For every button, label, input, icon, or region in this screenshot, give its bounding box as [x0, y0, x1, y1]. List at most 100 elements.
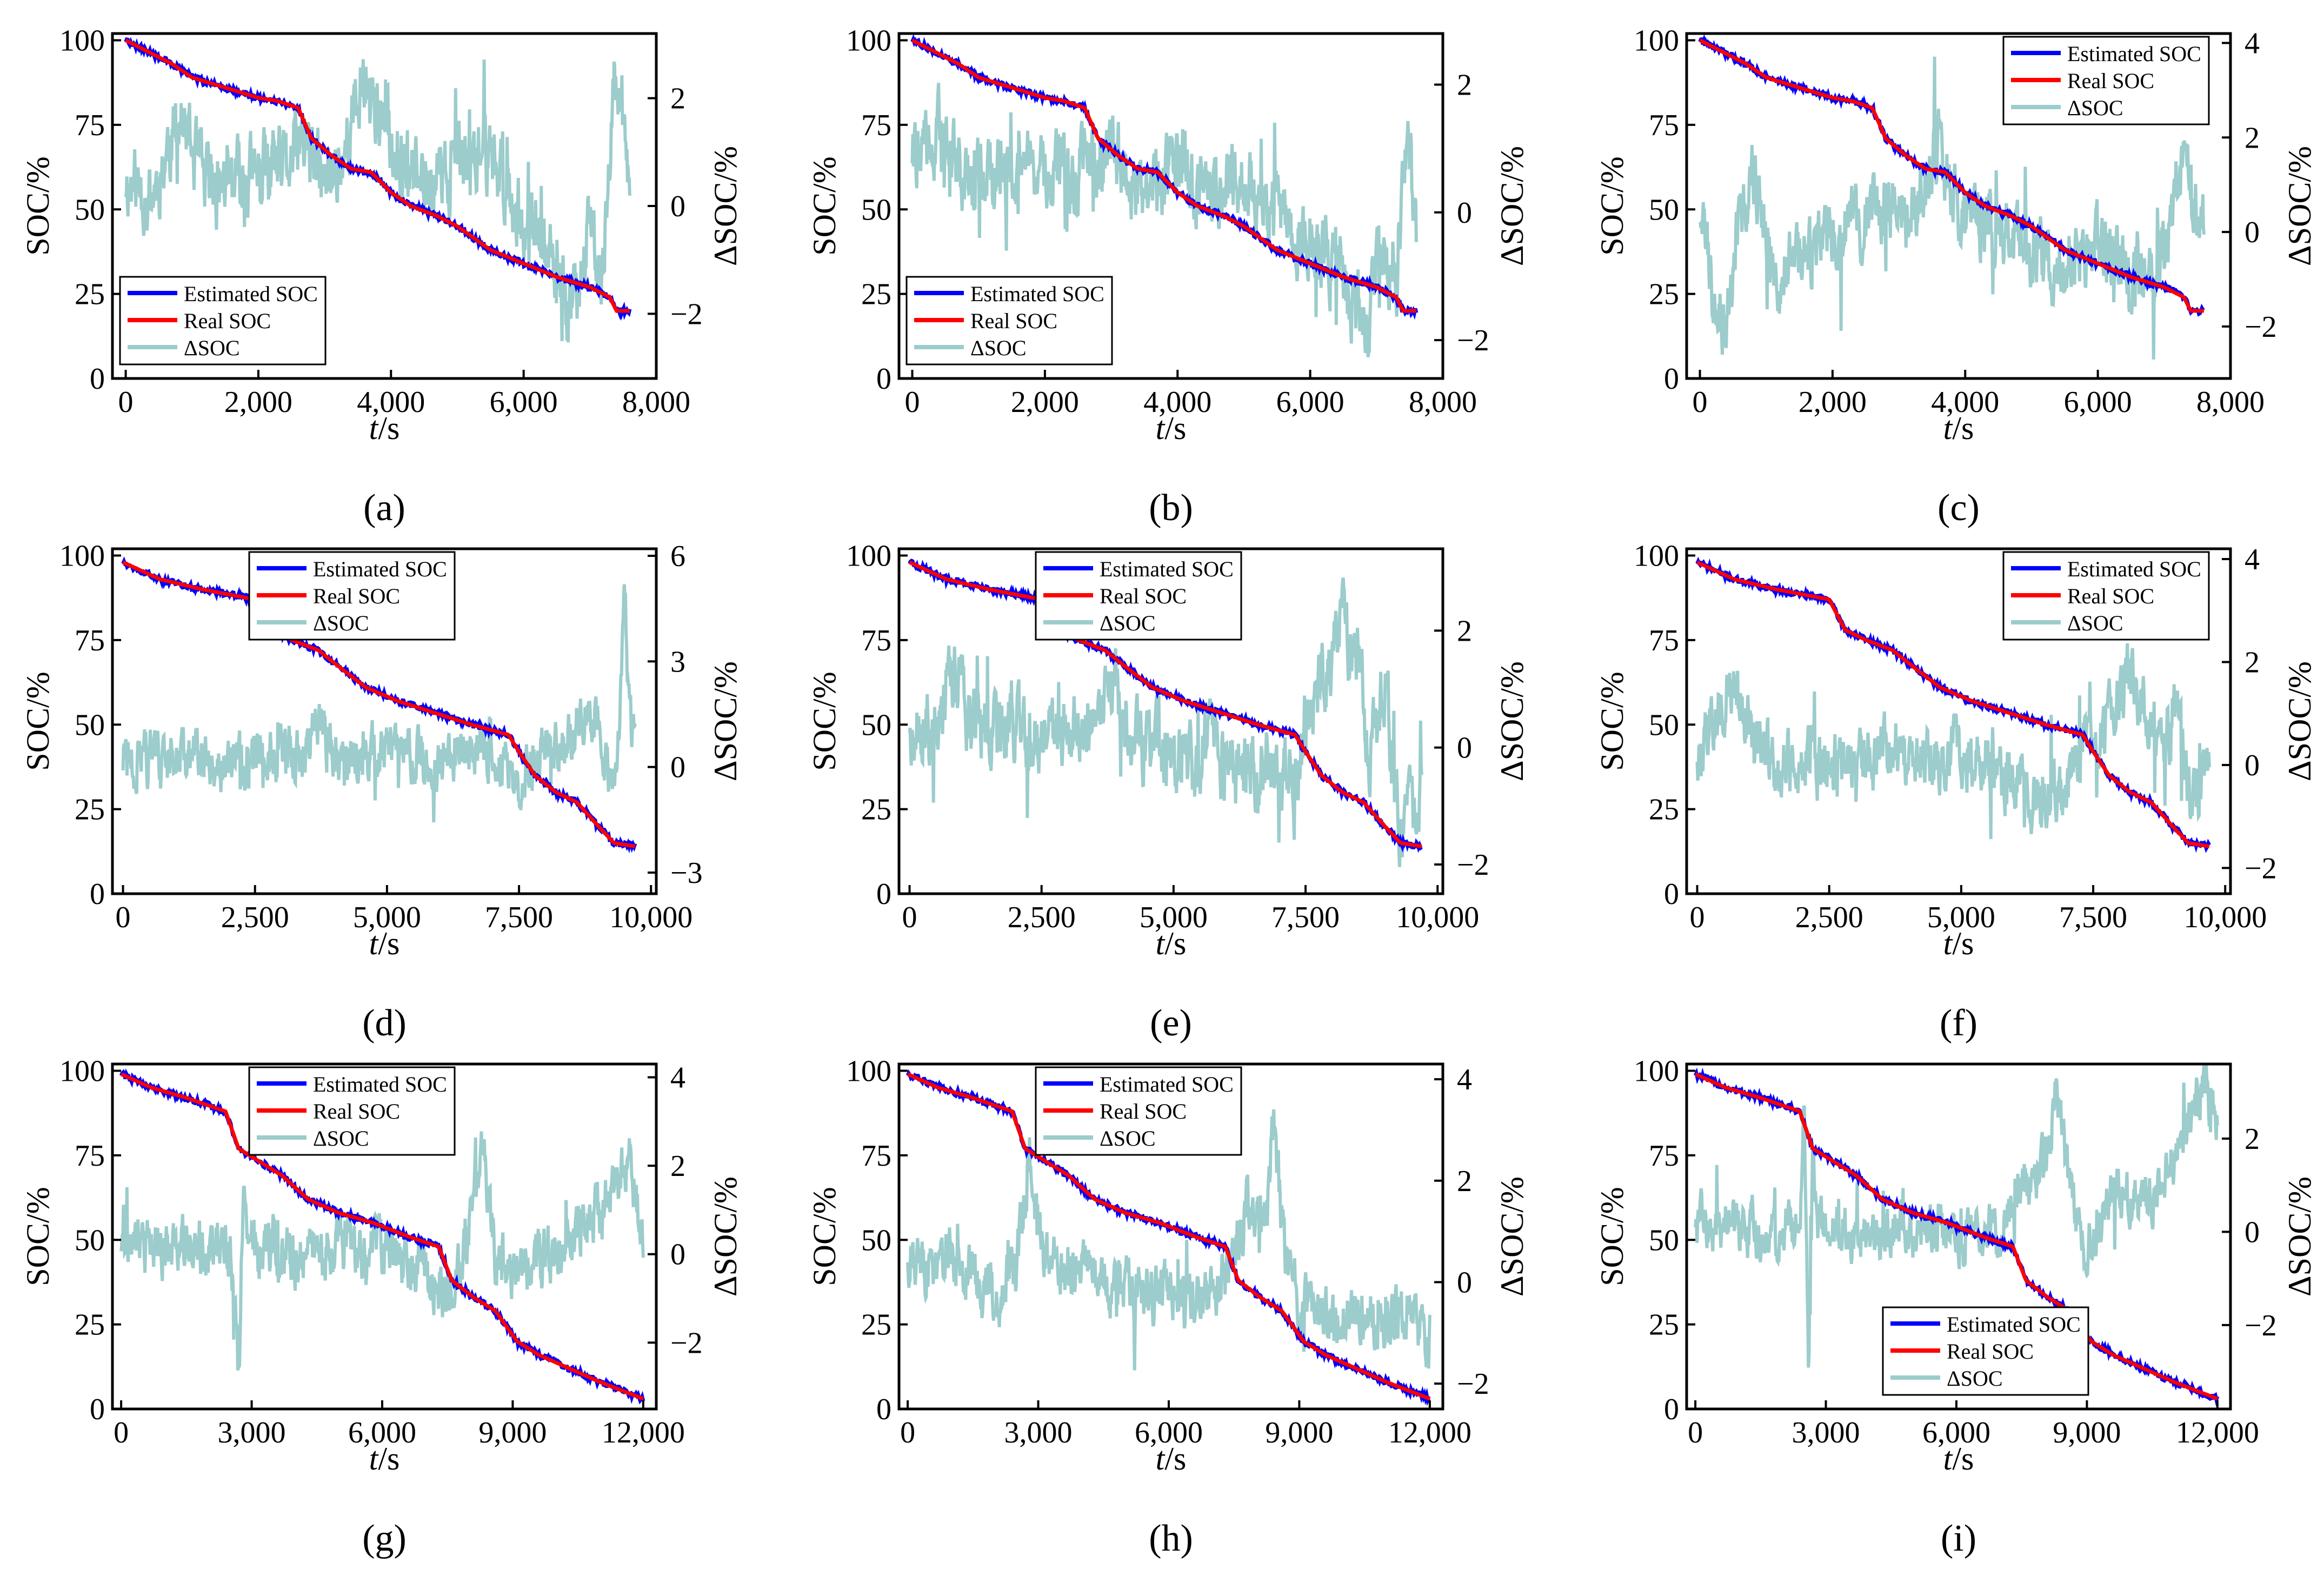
- delta-soc-line: [910, 83, 1418, 357]
- y2-tick-label: 0: [1457, 196, 1472, 230]
- real-soc-line: [909, 560, 1422, 848]
- legend-label-estimated: Estimated SOC: [2067, 557, 2201, 581]
- delta-soc-line: [906, 1109, 1431, 1371]
- y-tick-label: 75: [75, 1139, 105, 1173]
- x-axis-unit: /s: [1164, 926, 1186, 961]
- y-tick-label: 100: [1634, 24, 1679, 58]
- legend: Estimated SOC Real SOC ΔSOC: [248, 1066, 456, 1156]
- x-tick-label: 5,000: [353, 901, 421, 934]
- chart-panel-a: 0 2,000 4,000 6,000 8,000 0 25 50 75 100 −2 0 2 t/s SO…: [20, 24, 743, 529]
- y-axis-label: SOC/%: [1594, 672, 1630, 770]
- y2-tick-label: 0: [2245, 1215, 2260, 1249]
- x-axis-variable: t: [1156, 926, 1166, 961]
- real-soc-line: [1696, 560, 2210, 848]
- panel-label: (h): [1149, 1518, 1193, 1559]
- y-tick-label: 0: [90, 1393, 105, 1426]
- x-tick-label: 0: [1688, 1416, 1703, 1450]
- legend-label-real: Real SOC: [970, 309, 1057, 333]
- x-tick-label: 0: [118, 385, 134, 419]
- delta-soc-line: [1694, 1064, 2219, 1368]
- x-axis-variable: t: [1943, 410, 1953, 446]
- x-tick-label: 0: [900, 1416, 915, 1450]
- y2-tick-label: 2: [1457, 69, 1472, 102]
- legend: Estimated SOC Real SOC ΔSOC: [1035, 551, 1242, 641]
- y-tick-label: 0: [90, 877, 105, 911]
- x-tick-label: 6,000: [2064, 385, 2132, 419]
- legend-label-estimated: Estimated SOC: [1947, 1312, 2081, 1337]
- y2-tick-label: 0: [670, 751, 685, 784]
- legend: Estimated SOC Real SOC ΔSOC: [2002, 551, 2210, 641]
- chart-panel-g: 0 3,000 6,000 9,000 12,000 0 25 50 75 100 −2 0 2 4 t/s…: [20, 1055, 743, 1559]
- x-axis-label: t/s: [1156, 926, 1187, 961]
- x-tick-label: 5,000: [1140, 901, 1208, 934]
- y-tick-label: 50: [1649, 193, 1679, 227]
- y-tick-label: 50: [1649, 708, 1679, 742]
- x-axis-label: t/s: [1943, 926, 1974, 961]
- y2-tick-label: −2: [1457, 324, 1489, 357]
- delta-soc-line: [119, 1131, 645, 1371]
- x-tick-label: 6,000: [1922, 1416, 1990, 1450]
- x-tick-label: 0: [116, 901, 131, 934]
- y2-axis-label: ΔSOC/%: [2282, 661, 2318, 781]
- legend-label-delta: ΔSOC: [313, 1126, 369, 1151]
- y2-tick-label: −2: [670, 297, 703, 331]
- y2-tick-label: 6: [670, 540, 685, 573]
- x-tick-label: 7,500: [485, 901, 553, 934]
- y-tick-label: 0: [1664, 877, 1679, 911]
- chart-panel-e: 0 2,500 5,000 7,500 10,000 0 25 50 75 100 −2 0 2 t/s S…: [807, 540, 1530, 1044]
- y-tick-label: 0: [1664, 1393, 1679, 1426]
- chart-panel-i: 0 3,000 6,000 9,000 12,000 0 25 50 75 100 −2 0 2 t/s S…: [1594, 1055, 2318, 1559]
- real-soc-line: [1699, 38, 2204, 313]
- x-tick-label: 3,000: [1792, 1416, 1860, 1450]
- x-tick-label: 4,000: [1931, 385, 1999, 419]
- y-tick-label: 50: [75, 708, 105, 742]
- x-axis-variable: t: [1943, 1441, 1953, 1477]
- y-tick-label: 75: [75, 109, 105, 142]
- legend-label-real: Real SOC: [2067, 584, 2154, 608]
- y-tick-label: 0: [876, 362, 891, 396]
- y-tick-label: 75: [861, 109, 891, 142]
- x-axis-label: t/s: [1943, 410, 1974, 446]
- legend-label-estimated: Estimated SOC: [313, 1072, 447, 1096]
- x-tick-label: 0: [1690, 901, 1705, 934]
- y-tick-label: 50: [75, 193, 105, 227]
- y2-tick-label: −2: [2245, 310, 2277, 344]
- y-tick-label: 75: [1649, 1139, 1679, 1173]
- x-axis-unit: /s: [378, 410, 399, 446]
- x-tick-label: 6,000: [1135, 1416, 1203, 1450]
- chart-panel-d: 0 2,500 5,000 7,500 10,000 0 25 50 75 100 −3 0 3 6 t/s…: [20, 540, 743, 1044]
- y-axis-label: SOC/%: [1594, 156, 1630, 255]
- x-tick-label: 2,500: [1008, 901, 1076, 934]
- y-tick-label: 25: [861, 278, 891, 311]
- y2-axis-label: ΔSOC/%: [708, 1176, 743, 1297]
- x-axis-variable: t: [369, 1441, 379, 1477]
- legend-label-real: Real SOC: [313, 584, 400, 608]
- real-soc-line: [911, 38, 1416, 313]
- y2-axis-label: ΔSOC/%: [1494, 146, 1530, 266]
- x-axis-variable: t: [1156, 410, 1166, 446]
- x-axis-label: t/s: [1943, 1441, 1974, 1477]
- x-tick-label: 7,500: [2059, 901, 2127, 934]
- plot-frame: [897, 1062, 1444, 1411]
- x-tick-label: 7,500: [1271, 901, 1340, 934]
- real-soc-line: [120, 1072, 644, 1401]
- y-tick-label: 25: [861, 1308, 891, 1342]
- y2-tick-label: 0: [1457, 732, 1472, 765]
- y2-tick-label: 0: [670, 190, 685, 223]
- x-tick-label: 6,000: [1276, 385, 1344, 419]
- y-tick-label: 0: [90, 362, 105, 396]
- x-tick-label: 3,000: [218, 1416, 286, 1450]
- y2-tick-label: 0: [2245, 749, 2260, 782]
- y-tick-label: 100: [59, 24, 105, 58]
- y-tick-label: 50: [861, 1224, 891, 1257]
- y-tick-label: 75: [861, 624, 891, 657]
- y-tick-label: 50: [861, 708, 891, 742]
- y2-tick-label: 4: [670, 1061, 685, 1095]
- legend-label-estimated: Estimated SOC: [313, 557, 447, 581]
- y2-tick-label: 2: [1457, 614, 1472, 648]
- x-tick-label: 8,000: [1409, 385, 1477, 419]
- x-axis-unit: /s: [378, 926, 399, 961]
- y-tick-label: 0: [876, 1393, 891, 1426]
- x-axis-variable: t: [369, 926, 379, 961]
- panel-label: (e): [1150, 1002, 1192, 1044]
